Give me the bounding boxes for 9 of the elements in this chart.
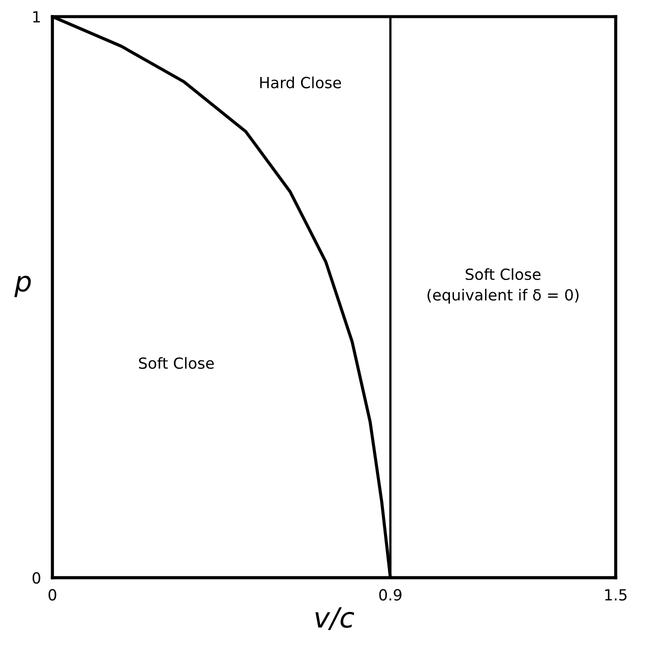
x-axis-title: v/c — [316, 607, 354, 630]
y-tick-label: 1 — [33, 11, 40, 22]
x-tick-label: 0 — [48, 589, 56, 601]
annotation: Hard Close — [260, 76, 341, 88]
x-tick-label: 0.9 — [379, 589, 402, 601]
y-axis-title: p — [14, 276, 31, 298]
annotation: Soft Close — [139, 357, 214, 369]
x-tick-label: 1.5 — [605, 589, 627, 601]
annotation: Soft Close (equivalent if δ = 0) — [428, 268, 579, 304]
